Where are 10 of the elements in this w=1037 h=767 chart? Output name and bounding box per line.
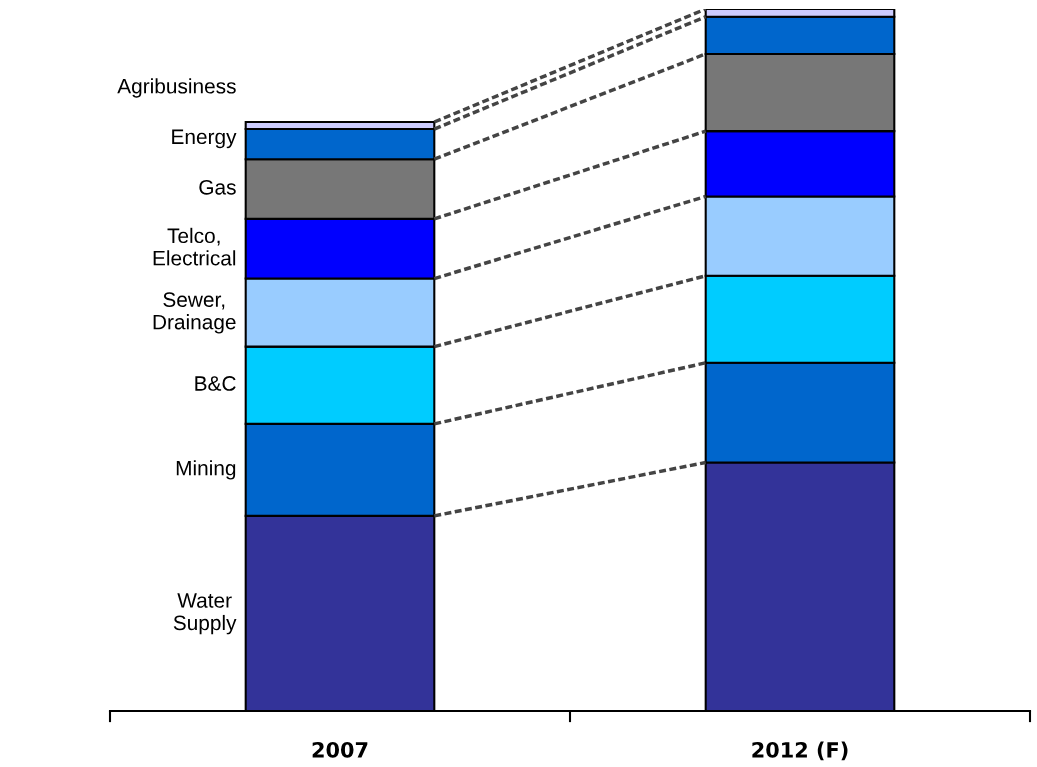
series-label: Agribusiness [117,78,236,98]
x-tick-label: 2007 [312,741,368,758]
series-label: Sewer, Drainage [153,292,236,334]
x-tick-label: 2012 (F) [752,741,848,761]
series-label: B&C [195,376,236,391]
series-label: Telco, Electrical [153,227,236,266]
series-label: Mining [176,460,236,480]
series-label: Water Supply [173,593,237,635]
series-label: Gas [199,179,236,195]
series-label: Energy [172,129,237,149]
